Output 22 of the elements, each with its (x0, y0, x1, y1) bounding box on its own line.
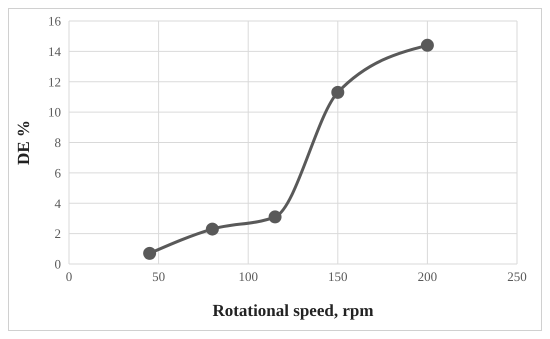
x-tick-label: 200 (418, 269, 438, 284)
x-tick-label: 150 (328, 269, 348, 284)
point (268, 210, 282, 224)
y-tick-label: 4 (54, 196, 62, 211)
x-tick-label: 100 (238, 269, 258, 284)
x-tick-label: 50 (152, 269, 166, 284)
y-tick-label: 10 (48, 104, 61, 120)
y-tick-label: 12 (48, 74, 61, 90)
point (420, 38, 434, 52)
point (143, 246, 156, 260)
y-tick-label: 2 (54, 226, 61, 242)
x-tick-label: 0 (66, 269, 72, 284)
y-tick-label: 0 (54, 256, 61, 272)
y-tick-label: 8 (54, 135, 61, 150)
y-axis-title: DE % (14, 120, 34, 165)
x-tick-label: 250 (507, 269, 527, 284)
y-tick-label: 14 (48, 44, 62, 59)
point (331, 86, 344, 99)
y-tick-label: 16 (48, 14, 62, 29)
y-tick-label: 6 (54, 165, 62, 180)
x-axis-title: Rotational speed, rpm (212, 301, 374, 320)
point (206, 222, 219, 236)
